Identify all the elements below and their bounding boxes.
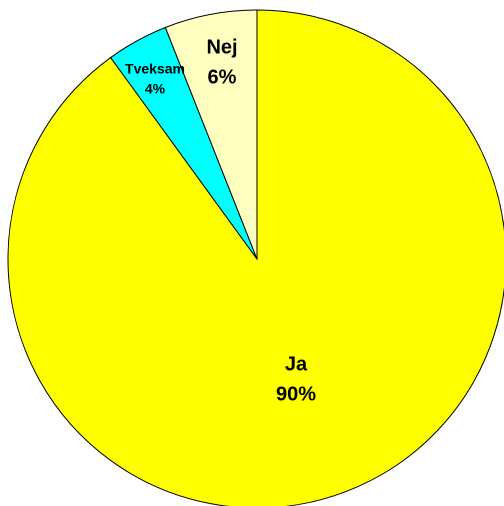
slice-label: Nej [206,36,237,58]
slice-value-label: 90% [276,383,316,405]
slice-label: Ja [285,353,308,375]
pie-slice [164,9,258,260]
slice-value-label: 6% [208,66,237,88]
slice-value-label: 4% [145,81,166,97]
slice-label: Tveksam [125,61,185,77]
